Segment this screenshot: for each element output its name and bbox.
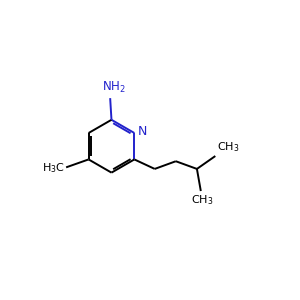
Text: CH$_3$: CH$_3$ <box>190 194 213 208</box>
Text: N: N <box>138 125 147 138</box>
Text: NH$_2$: NH$_2$ <box>102 80 125 95</box>
Text: CH$_3$: CH$_3$ <box>218 140 240 154</box>
Text: H$_3$C: H$_3$C <box>42 161 65 175</box>
